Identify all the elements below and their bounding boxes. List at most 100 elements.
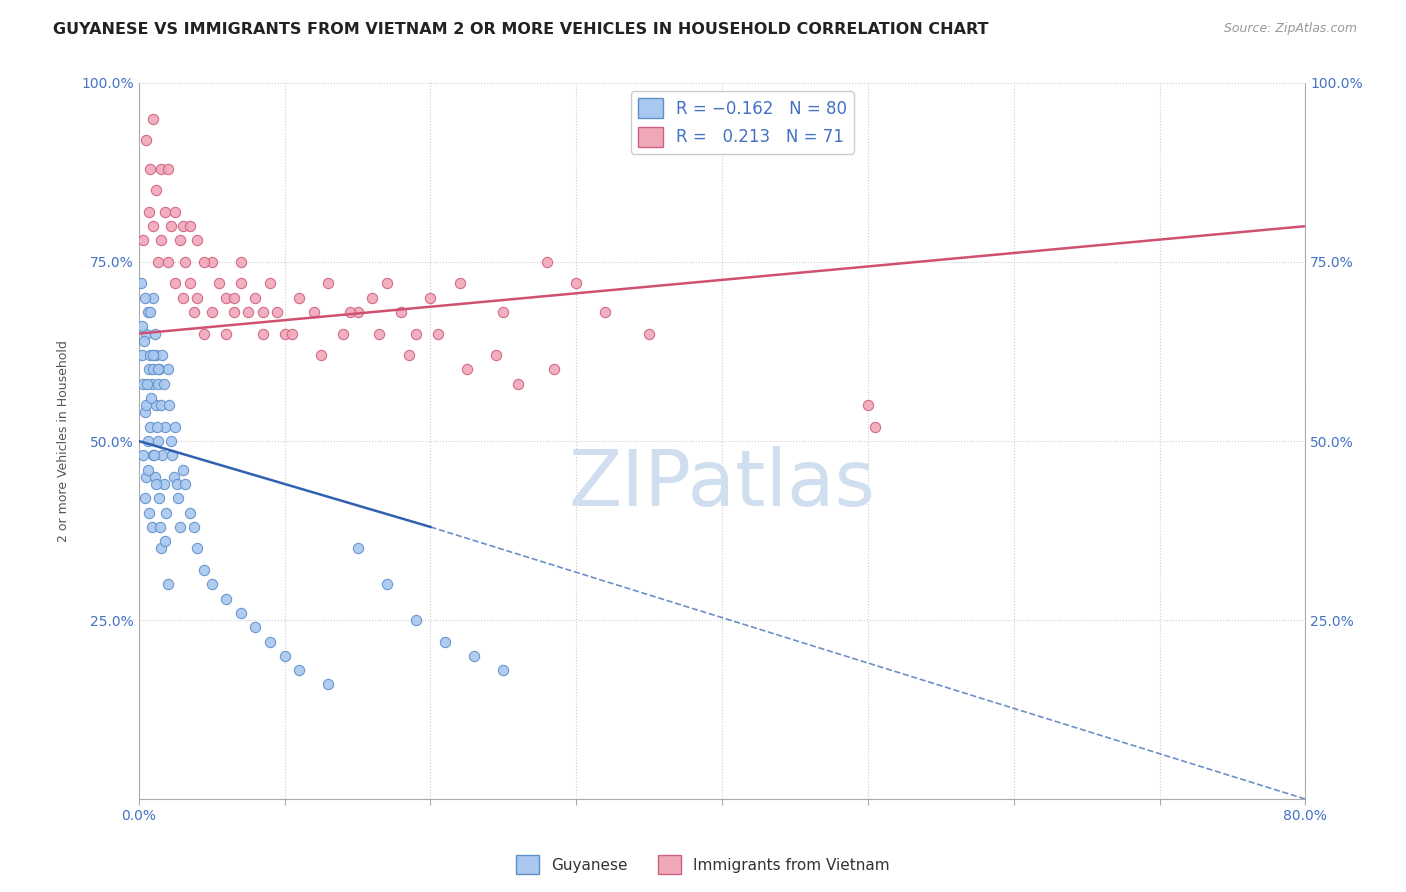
Point xyxy=(506,376,529,391)
Text: GUYANESE VS IMMIGRANTS FROM VIETNAM 2 OR MORE VEHICLES IN HOUSEHOLD CORRELATION : GUYANESE VS IMMIGRANTS FROM VIETNAM 2 OR… xyxy=(53,22,988,37)
Point xyxy=(318,277,340,291)
Point xyxy=(186,291,208,305)
Point xyxy=(134,405,156,419)
Point xyxy=(165,277,187,291)
Point xyxy=(139,419,162,434)
Point xyxy=(463,648,485,663)
Point xyxy=(132,376,155,391)
Point xyxy=(273,326,295,341)
Point xyxy=(160,434,183,448)
Point xyxy=(201,305,224,319)
Point xyxy=(145,183,167,197)
Point xyxy=(346,541,368,556)
Point xyxy=(156,255,179,269)
Point xyxy=(318,677,340,691)
Point xyxy=(172,291,194,305)
Point xyxy=(135,133,157,147)
Legend: Guyanese, Immigrants from Vietnam: Guyanese, Immigrants from Vietnam xyxy=(510,849,896,880)
Y-axis label: 2 or more Vehicles in Household: 2 or more Vehicles in Household xyxy=(58,340,70,542)
Point xyxy=(142,348,165,362)
Point xyxy=(149,234,172,248)
Point xyxy=(449,277,471,291)
Point xyxy=(259,277,281,291)
Point xyxy=(138,204,160,219)
Point xyxy=(492,305,515,319)
Point xyxy=(142,448,165,462)
Point xyxy=(146,376,169,391)
Point xyxy=(146,434,169,448)
Point xyxy=(143,470,166,484)
Point xyxy=(245,620,267,634)
Point xyxy=(148,362,170,376)
Point xyxy=(426,326,449,341)
Point xyxy=(136,463,159,477)
Text: Source: ZipAtlas.com: Source: ZipAtlas.com xyxy=(1223,22,1357,36)
Point xyxy=(288,663,311,677)
Point xyxy=(266,305,288,319)
Point xyxy=(135,376,157,391)
Point xyxy=(153,204,176,219)
Point xyxy=(145,477,167,491)
Point xyxy=(183,520,205,534)
Point xyxy=(165,204,187,219)
Point xyxy=(149,541,172,556)
Point xyxy=(179,277,201,291)
Point xyxy=(405,613,427,627)
Point xyxy=(134,491,156,506)
Point xyxy=(150,448,173,462)
Point xyxy=(138,305,160,319)
Point xyxy=(222,305,245,319)
Point xyxy=(141,376,163,391)
Point xyxy=(183,305,205,319)
Point xyxy=(856,398,879,412)
Point xyxy=(132,334,155,348)
Point xyxy=(129,277,152,291)
Point xyxy=(135,326,157,341)
Point xyxy=(142,291,165,305)
Point xyxy=(155,506,177,520)
Point xyxy=(146,255,169,269)
Point xyxy=(162,448,184,462)
Point xyxy=(141,520,163,534)
Point xyxy=(143,326,166,341)
Point xyxy=(179,506,201,520)
Point xyxy=(174,255,197,269)
Point xyxy=(139,348,162,362)
Point xyxy=(638,326,661,341)
Point xyxy=(172,463,194,477)
Point xyxy=(492,663,515,677)
Point xyxy=(332,326,354,341)
Point xyxy=(252,326,274,341)
Legend: R = −0.162   N = 80, R =   0.213   N = 71: R = −0.162 N = 80, R = 0.213 N = 71 xyxy=(631,91,853,153)
Point xyxy=(166,477,188,491)
Point xyxy=(142,112,165,126)
Point xyxy=(368,326,391,341)
Point xyxy=(160,219,183,234)
Point xyxy=(288,291,311,305)
Point xyxy=(132,448,155,462)
Point xyxy=(167,491,190,506)
Point xyxy=(152,477,174,491)
Point xyxy=(229,606,252,620)
Point xyxy=(419,291,441,305)
Point xyxy=(281,326,304,341)
Point xyxy=(135,398,157,412)
Point xyxy=(136,434,159,448)
Point xyxy=(565,277,588,291)
Point xyxy=(201,577,224,591)
Point xyxy=(138,506,160,520)
Point xyxy=(215,326,238,341)
Point xyxy=(193,326,215,341)
Point xyxy=(152,376,174,391)
Point xyxy=(149,161,172,176)
Point xyxy=(157,398,180,412)
Point xyxy=(150,348,173,362)
Point xyxy=(153,534,176,549)
Point xyxy=(169,234,191,248)
Point xyxy=(139,161,162,176)
Point xyxy=(259,634,281,648)
Point xyxy=(434,634,457,648)
Point xyxy=(245,291,267,305)
Point xyxy=(405,326,427,341)
Point xyxy=(229,255,252,269)
